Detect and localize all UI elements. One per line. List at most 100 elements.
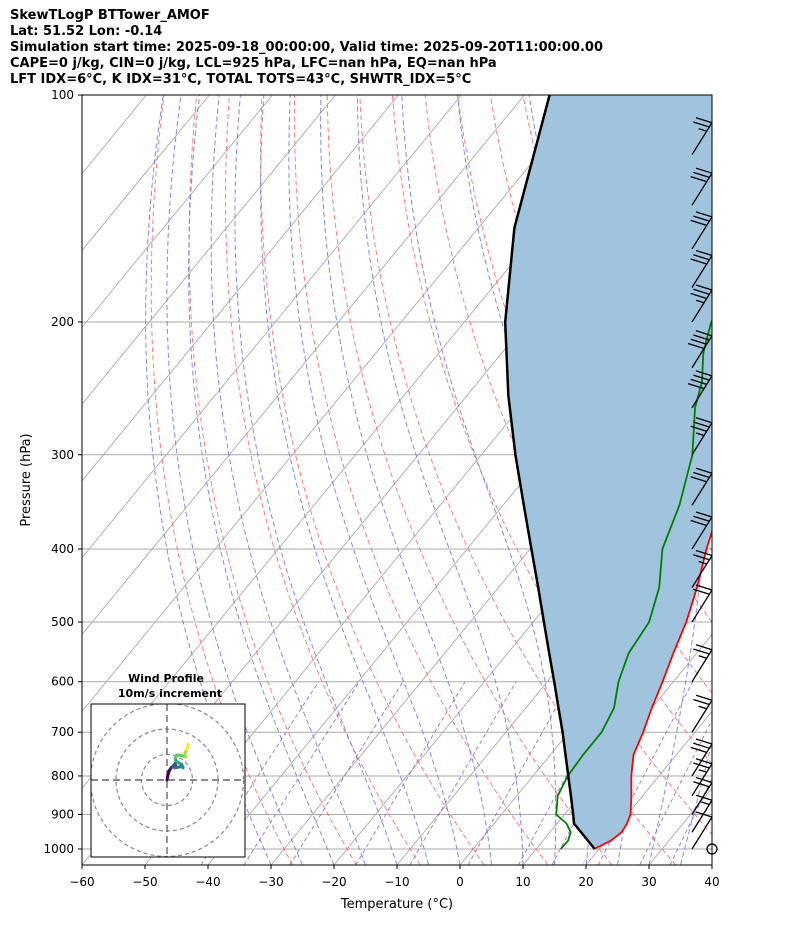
wind-barb-staff	[691, 255, 713, 288]
wind-barb	[691, 776, 713, 815]
wind-barb	[691, 117, 713, 156]
wind-barb	[691, 694, 713, 733]
wind-barb-flag	[693, 515, 710, 522]
inset-title: Wind Profile	[128, 672, 204, 685]
wind-barb-staff	[691, 555, 713, 588]
wind-barb	[691, 794, 713, 833]
mixing-ratio-line	[289, 681, 404, 865]
wind-barb	[690, 467, 713, 506]
title-line-location: Lat: 51.52 Lon: -0.14	[10, 24, 163, 39]
wind-barb-flag	[690, 176, 707, 183]
x-tick-label: −60	[69, 875, 94, 889]
wind-barb-flag	[693, 554, 710, 561]
wind-barb-staff	[691, 816, 713, 850]
wind-barb	[687, 330, 713, 369]
x-tick-label: 10	[515, 875, 530, 889]
x-tick-label: −10	[384, 875, 409, 889]
wind-barb-half-flag	[698, 769, 707, 773]
title-line-indices: LFT IDX=6°C, K IDX=31°C, TOTAL TOTS=43°C…	[10, 72, 472, 87]
wind-barb	[690, 284, 713, 323]
moist-adiabat-line	[288, 95, 461, 865]
wind-barb-flag	[693, 215, 710, 222]
wind-barb-flag	[695, 794, 713, 801]
isotherm-line	[82, 95, 525, 636]
wind-barb-half-flag	[698, 128, 707, 132]
wind-barb	[690, 417, 713, 456]
wind-barb-flag	[693, 698, 710, 706]
isotherm-line	[82, 95, 273, 328]
y-tick-label: 100	[51, 88, 74, 102]
mixing-ratio-line	[639, 718, 712, 865]
dewpoint-line	[555, 319, 712, 850]
wind-barb-flag	[695, 167, 713, 174]
wind-barb-staff	[691, 472, 713, 506]
mixing-ratio-line	[409, 681, 517, 865]
wind-barb	[690, 211, 713, 250]
wind-barb-flag	[695, 584, 713, 591]
wind-barb-staff	[691, 172, 713, 206]
wind-barb-flag	[693, 648, 710, 655]
wind-barb	[691, 811, 713, 850]
y-tick-label: 300	[51, 448, 74, 462]
isotherm-line	[82, 95, 210, 252]
mixing-ratio-line	[243, 681, 360, 865]
moist-adiabat-line	[401, 95, 557, 865]
wind-barb-flag	[687, 342, 705, 350]
isotherm-line	[585, 710, 712, 865]
wind-barb-flag	[693, 762, 710, 769]
wind-barb-flag	[687, 382, 705, 390]
isotherm-line	[82, 95, 462, 559]
wind-barb-staff	[691, 375, 713, 409]
wind-barb-flag	[695, 758, 713, 765]
moist-adiabat-line	[166, 95, 303, 865]
inset-frame	[90, 703, 246, 858]
y-tick-label: 800	[51, 769, 74, 783]
wind-barb-flag	[690, 425, 707, 432]
wind-barb-flag	[695, 776, 713, 784]
wind-barb-flag	[695, 370, 713, 377]
title-block: SkewTLogP BTTower_AMOF Lat: 51.52 Lon: -…	[10, 8, 790, 88]
moist-adiabat-line	[260, 95, 429, 865]
wind-barb-flag	[695, 644, 713, 651]
dry-adiabat-line	[225, 95, 421, 865]
x-tick-label: 40	[704, 875, 719, 889]
x-tick-label: 30	[641, 875, 656, 889]
wind-barb-staff	[691, 699, 713, 733]
wind-barb	[691, 549, 713, 588]
temperature-line	[593, 528, 712, 850]
moist-adiabat-line	[188, 95, 335, 865]
wind-barb	[690, 738, 713, 777]
wind-barb-staff	[691, 422, 713, 456]
wind-barb-flag	[690, 219, 707, 227]
mixing-ratio-line	[669, 777, 712, 865]
isotherm-line	[711, 864, 712, 865]
y-tick-label: 600	[51, 675, 74, 689]
wind-barb-flag	[693, 471, 710, 479]
wind-barb-flag	[695, 211, 713, 218]
x-tick-label: −50	[132, 875, 157, 889]
y-tick-label: 1000	[43, 842, 74, 856]
wind-barb-staff	[691, 799, 713, 833]
x-axis-label: Temperature (°C)	[340, 897, 453, 912]
wind-barb-half-flag	[698, 705, 707, 710]
wind-barb-flag	[695, 738, 713, 745]
wind-barb-flag	[695, 117, 713, 124]
wind-barb-flag	[695, 694, 713, 701]
wind-barb-staff	[691, 335, 713, 369]
y-tick-label: 500	[51, 615, 74, 629]
cin-shaded-area	[505, 95, 712, 865]
moist-adiabat-line	[320, 95, 492, 865]
y-tick-label: 900	[51, 808, 74, 822]
wind-barb-flag	[693, 781, 710, 788]
wind-barb	[691, 758, 713, 797]
wind-barb-staff	[691, 782, 713, 815]
wind-barb-half-flag	[698, 560, 707, 565]
isotherm-line	[396, 480, 712, 865]
x-tick-label: −30	[258, 875, 283, 889]
wind-barb-flag	[693, 254, 710, 261]
wind-barb-flag	[693, 288, 710, 295]
wind-barb-half-flag	[701, 801, 710, 806]
wind-barb	[690, 511, 713, 550]
wind-barb-flag	[693, 742, 710, 749]
